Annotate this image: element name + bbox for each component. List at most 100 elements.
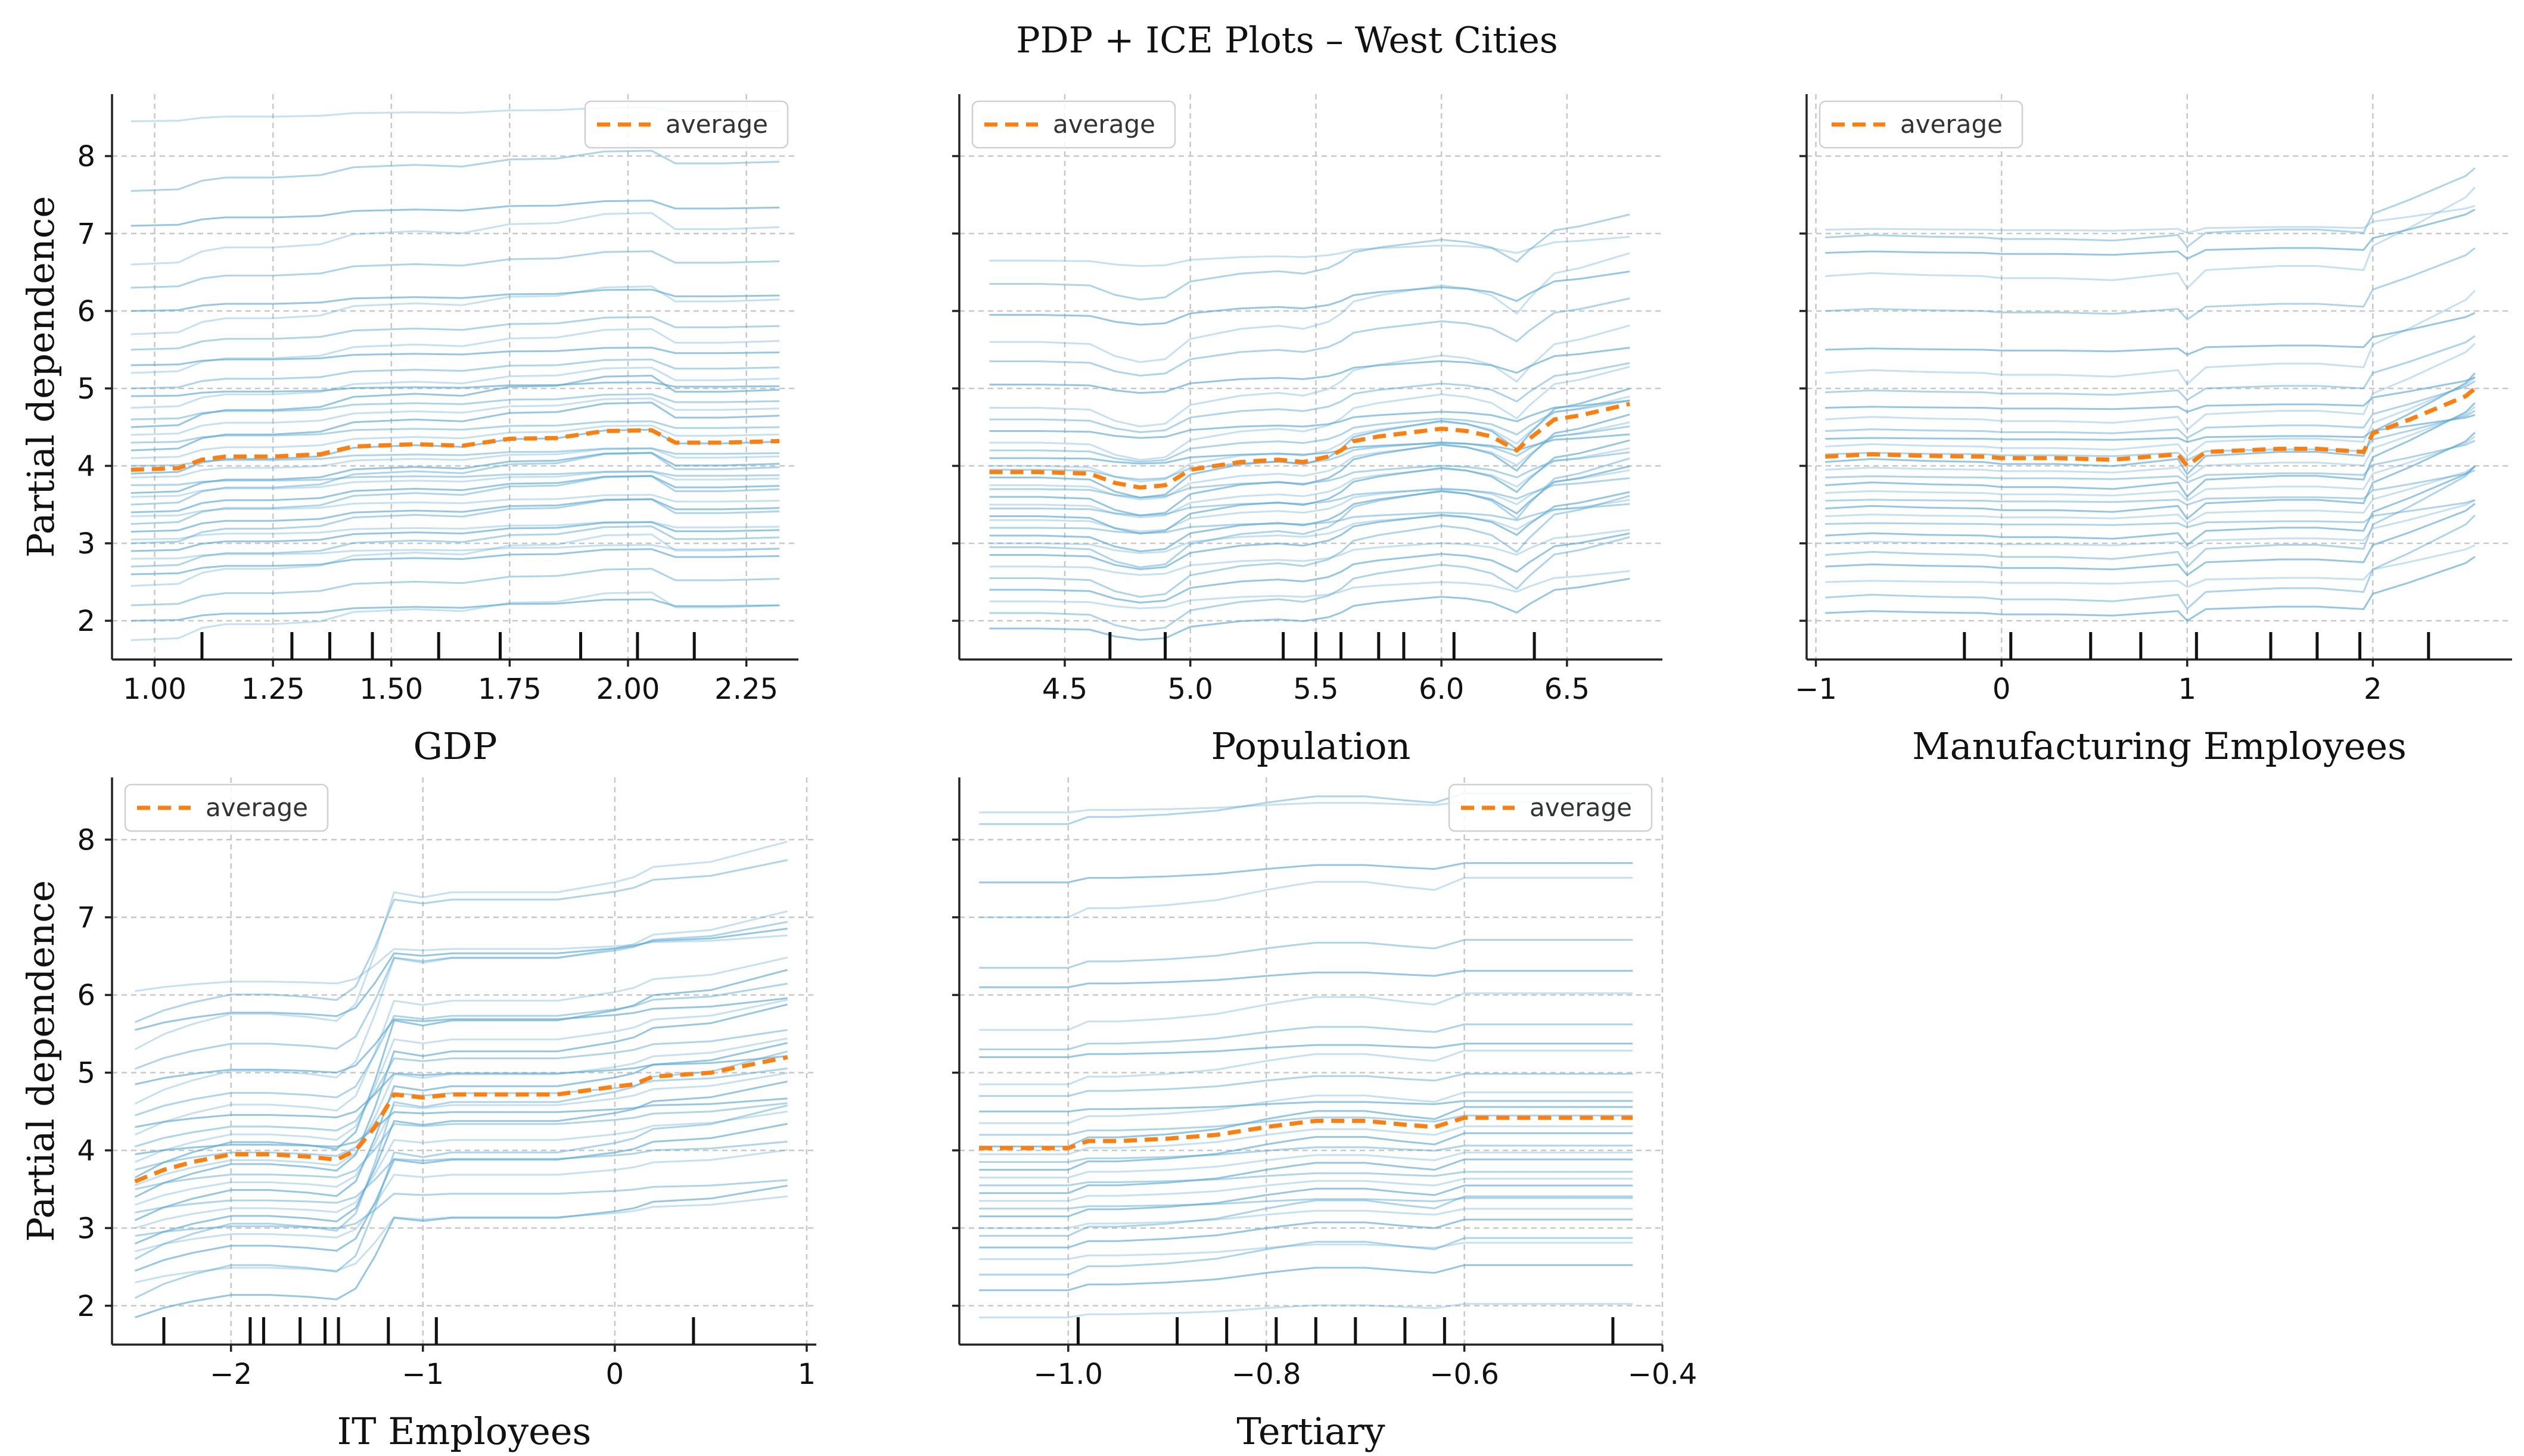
x-tick-label: 6.5 bbox=[1544, 673, 1590, 706]
x-tick-label: 1.75 bbox=[478, 673, 542, 706]
x-tick-label: 1.00 bbox=[123, 673, 186, 706]
ice-line bbox=[989, 252, 1630, 363]
y-tick-label: 8 bbox=[77, 823, 95, 857]
ice-line bbox=[130, 285, 780, 335]
y-tick-label: 2 bbox=[77, 605, 95, 638]
x-axis-label: GDP bbox=[414, 724, 498, 768]
ice-line bbox=[989, 491, 1630, 571]
ice-line bbox=[989, 399, 1630, 463]
ice-line bbox=[979, 1106, 1633, 1147]
ice-line bbox=[1825, 410, 2476, 462]
ice-line bbox=[130, 452, 780, 506]
ice-line bbox=[979, 1171, 1633, 1187]
ice-line bbox=[130, 447, 780, 478]
x-axis-label: Manufacturing Employees bbox=[1912, 724, 2407, 768]
ice-line bbox=[135, 1055, 788, 1128]
x-axis-label: Population bbox=[1211, 724, 1411, 768]
ice-line bbox=[130, 346, 780, 366]
ice-line bbox=[989, 577, 1630, 641]
ice-line bbox=[134, 969, 788, 1178]
ice-line bbox=[989, 324, 1630, 428]
ice-line bbox=[989, 347, 1630, 394]
ice-line bbox=[989, 499, 1630, 555]
legend: average bbox=[1819, 100, 2023, 149]
ice-line bbox=[989, 236, 1630, 267]
legend: average bbox=[1448, 783, 1653, 832]
ice-line bbox=[989, 457, 1630, 568]
x-tick-label: −0.6 bbox=[1429, 1358, 1499, 1391]
ice-line bbox=[1825, 435, 2476, 502]
ice-line bbox=[135, 998, 788, 1163]
legend: average bbox=[584, 100, 789, 149]
legend: average bbox=[971, 100, 1176, 149]
ice-line bbox=[135, 1195, 788, 1284]
ice-line bbox=[989, 536, 1630, 631]
ice-line bbox=[979, 1043, 1633, 1058]
ice-line bbox=[130, 498, 780, 545]
ice-line bbox=[989, 532, 1630, 604]
x-tick-label: 1 bbox=[2178, 673, 2196, 706]
ice-line bbox=[989, 297, 1630, 377]
x-axis-label: IT Employees bbox=[337, 1410, 592, 1453]
ice-line bbox=[130, 498, 780, 533]
y-tick-label: 2 bbox=[77, 1290, 95, 1323]
ice-line bbox=[130, 250, 780, 289]
x-tick-label: 2 bbox=[2364, 673, 2382, 706]
ice-line bbox=[1825, 469, 2476, 506]
average-pdp-line bbox=[1825, 387, 2476, 469]
ice-line bbox=[979, 939, 1633, 969]
ice-line bbox=[1825, 402, 2476, 498]
ice-line bbox=[1825, 499, 2476, 528]
legend-label: average bbox=[1053, 110, 1155, 139]
ice-line bbox=[1825, 432, 2476, 521]
figure-title: PDP + ICE Plots – West Cities bbox=[1016, 20, 1558, 61]
ice-line bbox=[1825, 209, 2476, 260]
ice-line bbox=[134, 1003, 788, 1198]
ice-line bbox=[135, 1029, 788, 1147]
ice-line bbox=[135, 934, 788, 993]
x-tick-label: 1.25 bbox=[241, 673, 305, 706]
ice-line bbox=[979, 1197, 1633, 1210]
ice-line bbox=[130, 420, 780, 444]
ice-line bbox=[135, 920, 788, 1070]
ice-line bbox=[134, 956, 788, 1136]
ice-line bbox=[979, 1144, 1633, 1163]
ice-line bbox=[130, 288, 780, 312]
ice-line bbox=[135, 1140, 788, 1214]
y-tick-label: 4 bbox=[77, 450, 95, 483]
ice-line bbox=[989, 447, 1630, 519]
ice-line bbox=[979, 1303, 1633, 1318]
ice-line bbox=[1825, 167, 2476, 248]
ice-line bbox=[135, 1122, 788, 1272]
ice-line bbox=[135, 1072, 788, 1206]
ice-line bbox=[989, 213, 1630, 301]
ice-line bbox=[1825, 465, 2476, 546]
y-tick-label: 5 bbox=[77, 1057, 95, 1090]
ice-line bbox=[979, 1218, 1633, 1249]
ice-line bbox=[130, 591, 780, 641]
y-tick-label: 4 bbox=[77, 1134, 95, 1168]
ice-line bbox=[130, 525, 780, 568]
ice-line bbox=[130, 598, 780, 622]
ice-line bbox=[989, 570, 1630, 609]
legend-label: average bbox=[1530, 793, 1632, 822]
ice-line bbox=[989, 270, 1630, 326]
ice-line bbox=[979, 1091, 1633, 1124]
panel-it-employees: −2 −1 0 1 2 3 4 5 6 7 8 IT Employees Partial depende… bbox=[19, 777, 816, 1453]
panel-tertiary: −1.0 −0.8 −0.6 −0.4 Tertiary average bbox=[952, 777, 1697, 1453]
x-tick-label: 6.0 bbox=[1419, 673, 1464, 706]
panel-gdp: 1.00 1.25 1.50 1.75 2.00 2.25 2 3 4 5 6 7 8 GDP Partia… bbox=[19, 94, 798, 768]
ice-line bbox=[1825, 343, 2476, 431]
x-tick-label: 2.25 bbox=[714, 673, 778, 706]
ice-line bbox=[130, 521, 780, 552]
panel-manufacturing-employees: −1 0 1 2 Manufacturing Employees average bbox=[1795, 94, 2512, 768]
ice-line bbox=[1825, 514, 2476, 611]
ice-line bbox=[979, 1208, 1633, 1229]
legend-label: average bbox=[206, 793, 308, 822]
ice-line bbox=[130, 424, 780, 459]
ice-line bbox=[135, 1067, 788, 1171]
x-tick-label: 1 bbox=[798, 1358, 816, 1391]
panel-population: 4.5 5.0 5.5 6.0 6.5 Population average bbox=[952, 94, 1662, 768]
average-pdp-line bbox=[989, 402, 1630, 490]
